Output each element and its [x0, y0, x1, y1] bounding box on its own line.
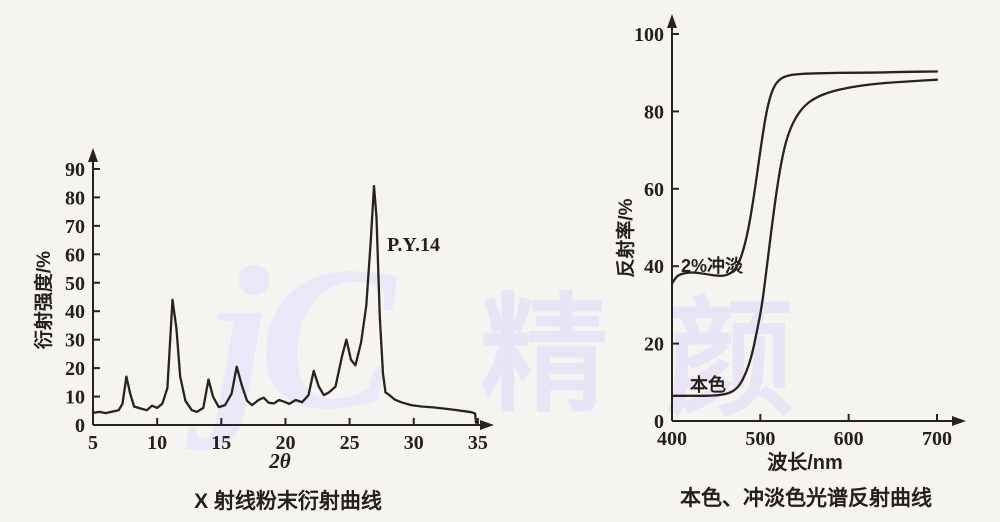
x-tick-label: 20: [275, 432, 295, 454]
xrd-x-axis-label: 2θ: [269, 449, 291, 473]
x-tick-label: 10: [147, 432, 167, 454]
xrd-y-axis-label: 衍射强度/%: [34, 250, 55, 350]
series-curve: [670, 78, 939, 397]
y-tick-label: 50: [65, 273, 85, 295]
series-curve: [670, 70, 939, 285]
y-tick-label: 60: [644, 179, 664, 201]
y-tick-label: 100: [634, 24, 664, 46]
y-tick-label: 70: [65, 216, 85, 238]
x-tick-label: 400: [657, 428, 687, 450]
y-tick-label: 20: [644, 334, 664, 356]
y-tick-label: 30: [65, 330, 85, 352]
tint-curve-label: 2%冲淡: [681, 256, 744, 276]
x-tick-label: 35: [468, 432, 488, 454]
y-tick-label: 90: [65, 159, 85, 181]
y-tick-label: 60: [65, 244, 85, 266]
series-curve: [91, 184, 478, 424]
y-axis-arrow-icon: [88, 148, 98, 162]
x-axis-arrow-icon: [952, 416, 966, 426]
x-tick-label: 700: [922, 428, 952, 450]
x-tick-label: 600: [834, 428, 864, 450]
reflectance-x-axis-label: 波长/nm: [767, 452, 843, 474]
x-tick-label: 25: [340, 432, 360, 454]
masstone-curve-label: 本色: [690, 375, 726, 395]
y-tick-label: 80: [65, 187, 85, 209]
x-tick-label: 15: [211, 432, 231, 454]
xrd-caption: X 射线粉末衍射曲线: [194, 490, 382, 513]
reflectance-caption: 本色、冲淡色光谱反射曲线: [680, 487, 932, 510]
x-tick-label: 5: [88, 432, 98, 454]
y-axis-arrow-icon: [667, 14, 677, 28]
x-axis-arrow-icon: [480, 420, 494, 430]
x-tick-label: 30: [404, 432, 424, 454]
y-tick-label: 20: [65, 358, 85, 380]
y-tick-label: 0: [654, 411, 664, 433]
x-tick-label: 500: [745, 428, 775, 450]
reflectance-y-axis-label: 反射率/%: [616, 198, 637, 278]
y-tick-label: 10: [65, 387, 85, 409]
y-tick-label: 0: [75, 415, 85, 437]
y-tick-label: 80: [644, 101, 664, 123]
pigment-annotation: P.Y.14: [387, 234, 440, 256]
y-tick-label: 40: [644, 256, 664, 278]
y-tick-label: 40: [65, 301, 85, 323]
